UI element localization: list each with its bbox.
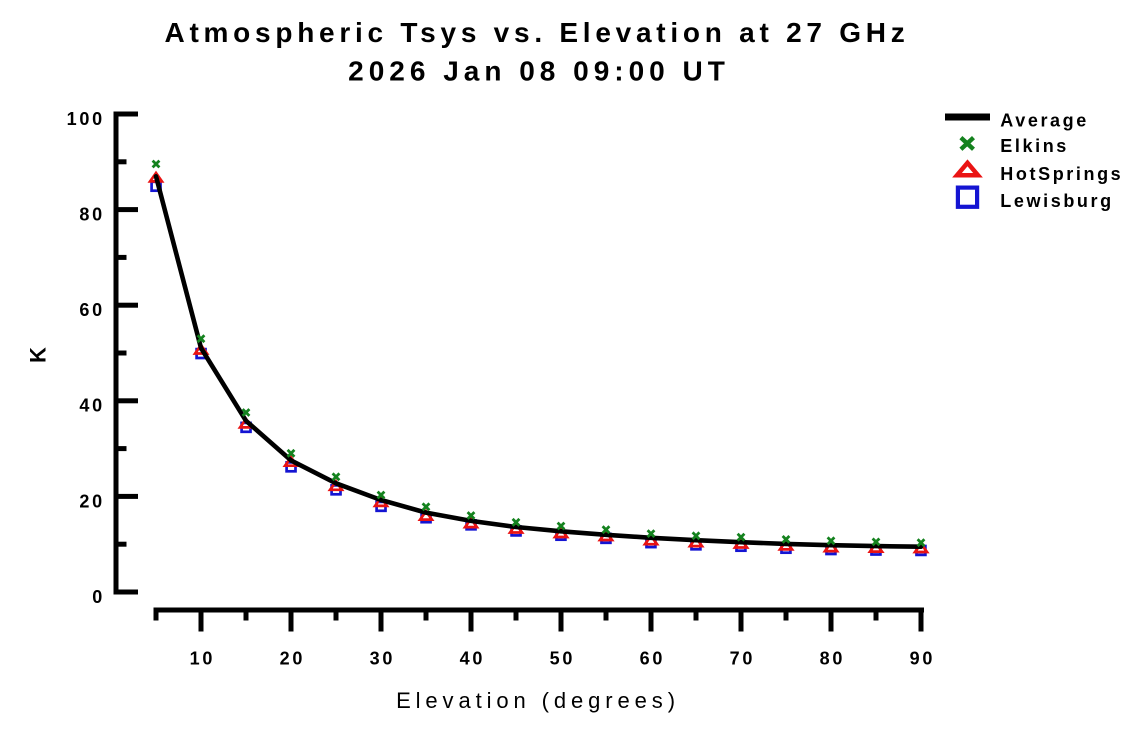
svg-text:Elkins: Elkins: [1000, 136, 1069, 156]
svg-text:30: 30: [370, 648, 396, 668]
svg-text:2026 Jan 08 09:00 UT: 2026 Jan 08 09:00 UT: [348, 56, 730, 87]
svg-text:40: 40: [460, 648, 486, 668]
svg-text:Lewisburg: Lewisburg: [1000, 191, 1113, 211]
svg-text:40: 40: [79, 396, 105, 416]
svg-text:Average: Average: [1000, 110, 1089, 130]
svg-text:60: 60: [79, 300, 105, 320]
svg-text:Elevation (degrees): Elevation (degrees): [396, 688, 680, 713]
svg-text:HotSprings: HotSprings: [1000, 164, 1123, 184]
svg-text:50: 50: [550, 648, 576, 668]
svg-text:80: 80: [79, 205, 105, 225]
svg-text:20: 20: [280, 648, 306, 668]
svg-text:10: 10: [190, 648, 216, 668]
svg-text:60: 60: [640, 648, 666, 668]
svg-text:100: 100: [67, 109, 105, 129]
svg-text:70: 70: [730, 648, 756, 668]
svg-text:Atmospheric Tsys vs. Elevation: Atmospheric Tsys vs. Elevation at 27 GHz: [164, 17, 909, 48]
svg-text:K: K: [26, 347, 51, 363]
svg-text:20: 20: [79, 491, 105, 511]
svg-text:80: 80: [820, 648, 846, 668]
svg-text:90: 90: [910, 648, 936, 668]
svg-text:0: 0: [92, 587, 105, 607]
